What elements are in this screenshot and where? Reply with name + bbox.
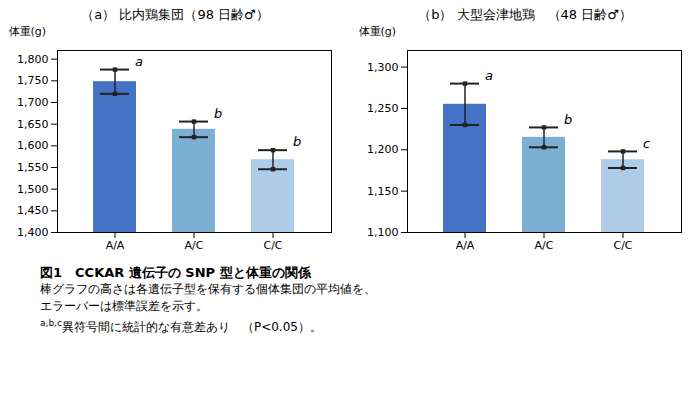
svg-text:1,300: 1,300 — [367, 61, 399, 74]
svg-text:a: a — [485, 68, 493, 83]
svg-text:1,150: 1,150 — [367, 185, 399, 198]
svg-text:1,100: 1,100 — [367, 226, 399, 239]
svg-text:A/A: A/A — [106, 239, 125, 252]
html-text:棒グラフの高さは各遺伝子型を保有する個体集団の平均値を、: 棒グラフの高さは各遺伝子型を保有する個体集団の平均値を、 — [40, 282, 376, 296]
svg-text:体重(g): 体重(g) — [9, 25, 47, 38]
svg-text:1,700: 1,700 — [17, 96, 49, 109]
svg-text:1,750: 1,750 — [17, 74, 49, 87]
svg-text:a: a — [135, 54, 143, 69]
html-text:a,b,c異符号間に統計的な有意差あり （P<0.05）。: a,b,c異符号間に統計的な有意差あり （P<0.05）。 — [40, 318, 322, 334]
svg-text:1,200: 1,200 — [367, 143, 399, 156]
svg-text:1,500: 1,500 — [17, 183, 49, 196]
html-text:エラーバーは標準誤差を示す。: エラーバーは標準誤差を示す。 — [40, 299, 208, 313]
svg-text:A/C: A/C — [185, 239, 204, 252]
html-text:（b） 大型会津地鶏 （48 日齢♂）: （b） 大型会津地鶏 （48 日齢♂） — [418, 7, 632, 22]
svg-text:体重(g): 体重(g) — [359, 25, 397, 38]
svg-text:b: b — [214, 106, 222, 121]
svg-text:C/C: C/C — [263, 239, 282, 252]
svg-text:C/C: C/C — [613, 239, 632, 252]
html-text:（a） 比内鶏集団（98 日齢♂）: （a） 比内鶏集団（98 日齢♂） — [81, 7, 269, 22]
svg-text:b: b — [293, 134, 301, 149]
svg-text:1,250: 1,250 — [367, 102, 399, 115]
svg-text:A/C: A/C — [535, 239, 554, 252]
svg-text:1,800: 1,800 — [17, 53, 49, 66]
svg-text:1,600: 1,600 — [17, 139, 49, 152]
svg-text:A/A: A/A — [456, 239, 475, 252]
svg-text:c: c — [643, 136, 650, 151]
svg-text:1,400: 1,400 — [17, 226, 49, 239]
svg-text:b: b — [564, 112, 572, 127]
svg-text:1,450: 1,450 — [17, 204, 49, 217]
html-text:図1 CCKAR 遺伝子の SNP 型と体重の関係: 図1 CCKAR 遺伝子の SNP 型と体重の関係 — [40, 265, 311, 280]
svg-text:1,650: 1,650 — [17, 118, 49, 131]
svg-text:1,550: 1,550 — [17, 161, 49, 174]
